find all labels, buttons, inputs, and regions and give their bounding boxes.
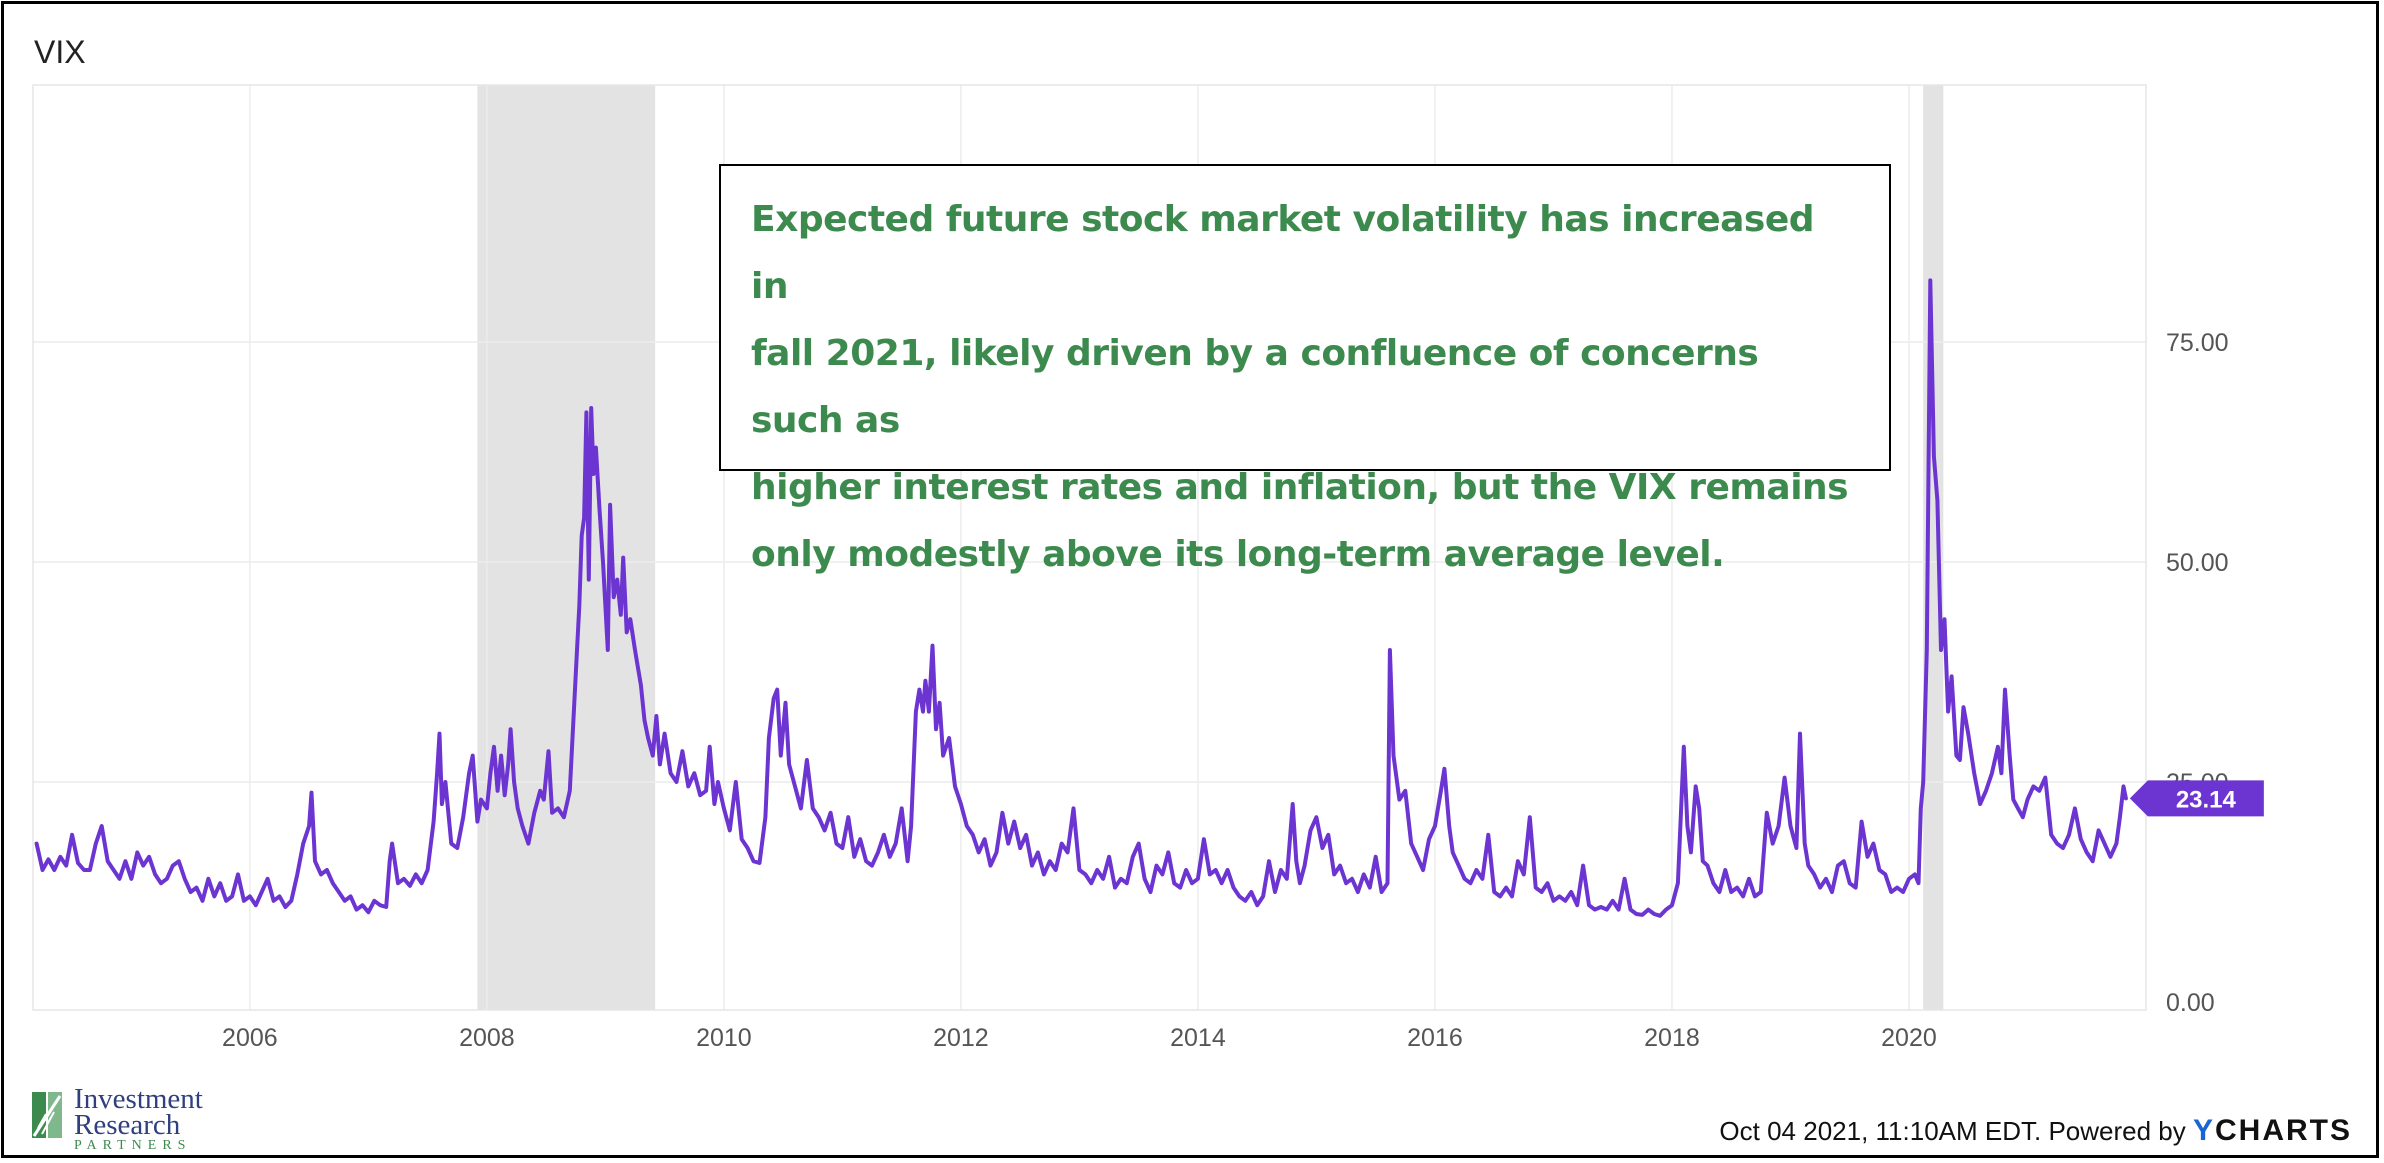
ycharts-logo: YCHARTS	[2193, 1114, 2352, 1147]
last-value-label: 23.14	[2176, 786, 2237, 813]
annotation-line-2: fall 2021, likely driven by a confluence…	[751, 333, 1759, 441]
logo-line-2: Research	[74, 1109, 181, 1141]
ycharts-logo-y: Y	[2192, 1114, 2215, 1147]
leaf-icon	[32, 1092, 62, 1138]
x-tick-label-2010: 2010	[696, 1024, 752, 1052]
y-tick-label-0.00: 0.00	[2166, 989, 2215, 1017]
x-tick-label-2018: 2018	[1644, 1024, 1700, 1052]
last-value-badge: 23.14	[2129, 780, 2264, 817]
x-tick-label-2006: 2006	[222, 1024, 278, 1052]
x-axis-ticks: 2006 2008 2010 2012 2014 2016 2018 2020	[222, 1024, 1937, 1052]
logo-line-3: PARTNERS	[74, 1138, 192, 1153]
x-tick-label-2014: 2014	[1170, 1024, 1226, 1052]
recession-shading	[477, 85, 1944, 1010]
shaded-period-1	[477, 85, 656, 1010]
x-tick-label-2016: 2016	[1407, 1024, 1463, 1052]
x-tick-label-2008: 2008	[459, 1024, 515, 1052]
annotation-line-4: only modestly above its long-term averag…	[751, 534, 1725, 575]
x-tick-label-2020: 2020	[1881, 1024, 1937, 1052]
footer-credit: Oct 04 2021, 11:10AM EDT. Powered by YCH…	[1719, 1114, 2352, 1148]
series-line-vix	[34, 278, 2128, 918]
ycharts-logo-rest: CHARTS	[2215, 1114, 2352, 1147]
annotation-line-3: higher interest rates and inflation, but…	[751, 467, 1849, 508]
chart-title: VIX	[34, 34, 86, 70]
y-tick-label-75.00: 75.00	[2166, 329, 2229, 357]
y-tick-label-50.00: 50.00	[2166, 549, 2229, 577]
footer-timestamp: Oct 04 2021, 11:10AM EDT. Powered by	[1719, 1116, 2186, 1146]
annotation-box: Expected future stock market volatility …	[719, 164, 1891, 575]
last-value-badge-shape	[2129, 780, 2264, 817]
annotation-line-1: Expected future stock market volatility …	[751, 199, 1815, 307]
logo-line-1: Investment	[74, 1083, 203, 1115]
x-tick-label-2012: 2012	[933, 1024, 989, 1052]
plot-area-border	[32, 84, 2147, 1011]
